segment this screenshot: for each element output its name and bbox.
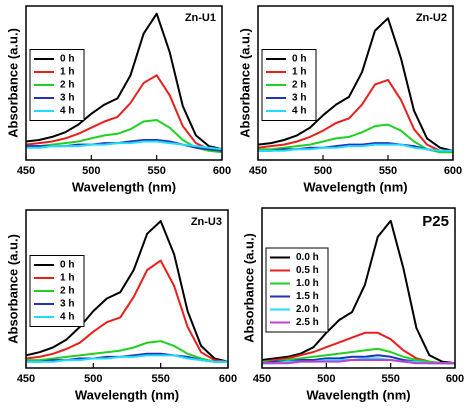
x-tick-label: 550 [379,165,397,177]
plot-frame [25,209,229,369]
y-axis-label: Absorbance (a.u.) [5,28,20,138]
spectrum-line [25,12,223,151]
spectrum-line [258,143,453,152]
plot-frame [25,5,223,161]
x-axis-label: Wavelength (nm) [72,179,176,194]
legend-label: 1 h [292,67,306,78]
legend-label: 0 h [60,260,74,271]
x-tick-label: 500 [314,165,332,177]
y-axis-label: Absorbance (a.u.) [237,28,252,138]
legend-label: 2 h [292,80,306,91]
legend-label: 0 h [60,54,74,65]
x-tick-label: 450 [17,373,35,385]
x-axis-label: Wavelength (nm) [303,179,407,194]
legend-label: 2.0 h [296,304,319,315]
x-tick-label: 600 [444,165,462,177]
legend-label: 1.5 h [296,291,319,302]
x-tick-label: 550 [147,165,165,177]
spectrum-line [26,140,223,151]
legend-label: 2 h [60,80,74,91]
spectrum-line [25,259,229,363]
legend-label: 2.5 h [296,317,319,328]
panel-title: P25 [422,213,449,230]
legend-label: 4 h [60,312,74,323]
plot-frame [261,207,456,369]
x-tick-label: 450 [253,373,271,385]
x-axis-label: Wavelength (nm) [306,387,410,402]
legend-box [265,247,329,333]
legend-label: 1 h [60,67,74,78]
x-tick-label: 600 [446,373,464,385]
panel-title: Zn-U2 [416,12,447,24]
spectrum-line [257,78,454,154]
x-tick-label: 550 [151,373,169,385]
spectrum-line [25,220,229,363]
legend-label: 0 h [292,54,306,65]
legend-label: 3 h [292,93,306,104]
x-tick-label: 450 [17,165,35,177]
spectrum-line [25,74,223,152]
x-tick-label: 600 [219,373,237,385]
x-tick-label: 500 [84,373,102,385]
legend-label: 1 h [60,273,74,284]
spectrum-line [261,219,456,365]
legend-label: 0.5 h [296,265,319,276]
x-tick-label: 550 [381,373,399,385]
plot-frame [257,5,454,161]
legend-label: 4 h [60,106,74,117]
legend-label: 2 h [60,286,74,297]
spectrum-line [26,340,228,363]
x-axis-label: Wavelength (nm) [75,387,179,402]
x-tick-label: 600 [213,165,231,177]
spectrum-line [26,119,223,154]
y-axis-label: Absorbance (a.u.) [241,233,256,343]
y-axis-label: Absorbance (a.u.) [5,234,20,344]
x-tick-label: 500 [317,373,335,385]
spectrum-line [262,347,455,365]
legend-label: 0.0 h [296,252,319,263]
legend-label: 4 h [292,106,306,117]
panel-title: Zn-U1 [185,12,216,24]
legend-label: 3 h [60,93,74,104]
x-tick-label: 450 [249,165,267,177]
spectrum-line [257,17,454,152]
spectrum-line [262,359,455,365]
spectrum-line [26,354,228,363]
legend-label: 3 h [60,299,74,310]
legend-label: 1.0 h [296,278,319,289]
spectrum-line [258,123,453,154]
x-tick-label: 500 [82,165,100,177]
panel-title: Zn-U3 [191,216,222,228]
